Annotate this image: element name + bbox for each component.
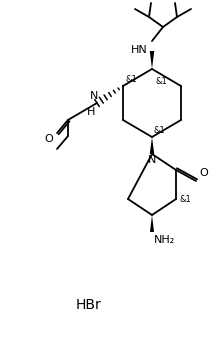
Text: &1: &1 [154,126,166,135]
Polygon shape [150,215,154,232]
Text: N: N [90,91,98,101]
Text: HN: HN [131,45,148,55]
Polygon shape [150,51,154,69]
Text: N: N [148,155,156,165]
Text: O: O [44,134,53,144]
Text: O: O [199,168,208,178]
Text: H: H [87,107,95,117]
Text: &1: &1 [155,77,167,86]
Text: &1: &1 [125,75,137,84]
Text: &1: &1 [179,195,191,203]
Text: NH₂: NH₂ [154,235,175,245]
Polygon shape [150,137,154,154]
Text: HBr: HBr [75,298,101,312]
